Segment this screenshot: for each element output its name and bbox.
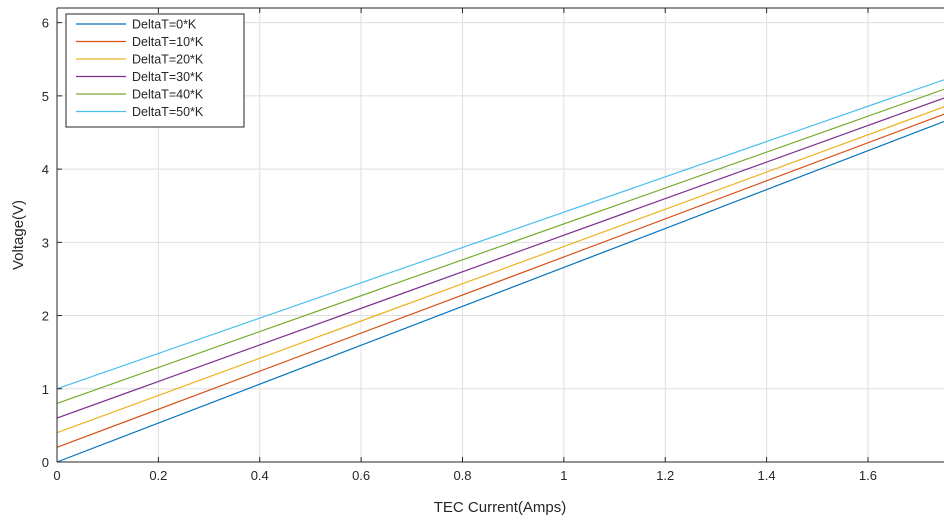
y-axis-title: Voltage(V) [10, 200, 27, 270]
x-tick-label: 0.6 [352, 468, 370, 483]
x-tick-label: 1.4 [758, 468, 776, 483]
x-tick-label: 0.4 [251, 468, 269, 483]
x-tick-label: 1.2 [656, 468, 674, 483]
legend-label-3: DeltaT=30*K [132, 70, 204, 84]
series-line-5 [56, 79, 944, 390]
x-tick-label: 0.8 [453, 468, 471, 483]
y-tick-label: 6 [42, 16, 49, 31]
series-line-0 [56, 120, 944, 463]
grid-lines [57, 8, 944, 462]
legend: DeltaT=0*K DeltaT=10*K DeltaT=20*K DeltaT=3… [65, 13, 245, 128]
axes [56, 7, 944, 463]
y-tick-label: 5 [42, 89, 49, 104]
series-line-2 [56, 106, 944, 434]
legend-label-5: DeltaT=50*K [132, 105, 204, 119]
series-line-1 [56, 113, 944, 448]
legend-label-0: DeltaT=0*K [132, 18, 197, 32]
legend-label-2: DeltaT=20*K [132, 53, 204, 67]
x-tick-label: 1.6 [859, 468, 877, 483]
x-axis-title: TEC Current(Amps) [434, 499, 567, 516]
y-tick-label: 0 [42, 455, 49, 470]
y-tick-label: 1 [42, 382, 49, 397]
x-tick-labels: 0 0.2 0.4 0.6 0.8 1 1.2 1.4 1.6 [53, 468, 877, 483]
x-tick-label: 0.2 [149, 468, 167, 483]
legend-label-1: DeltaT=10*K [132, 35, 204, 49]
series-lines [56, 79, 944, 463]
y-tick-label: 4 [42, 162, 49, 177]
y-tick-label: 3 [42, 235, 49, 250]
series-line-4 [56, 88, 944, 404]
y-tick-labels: 0 1 2 3 4 5 6 [42, 16, 49, 470]
series-line-3 [56, 97, 944, 419]
legend-box [65, 13, 245, 128]
x-tick-label: 1 [560, 468, 567, 483]
y-tick-label: 2 [42, 309, 49, 324]
legend-label-4: DeltaT=40*K [132, 88, 204, 102]
x-tick-label: 0 [53, 468, 60, 483]
